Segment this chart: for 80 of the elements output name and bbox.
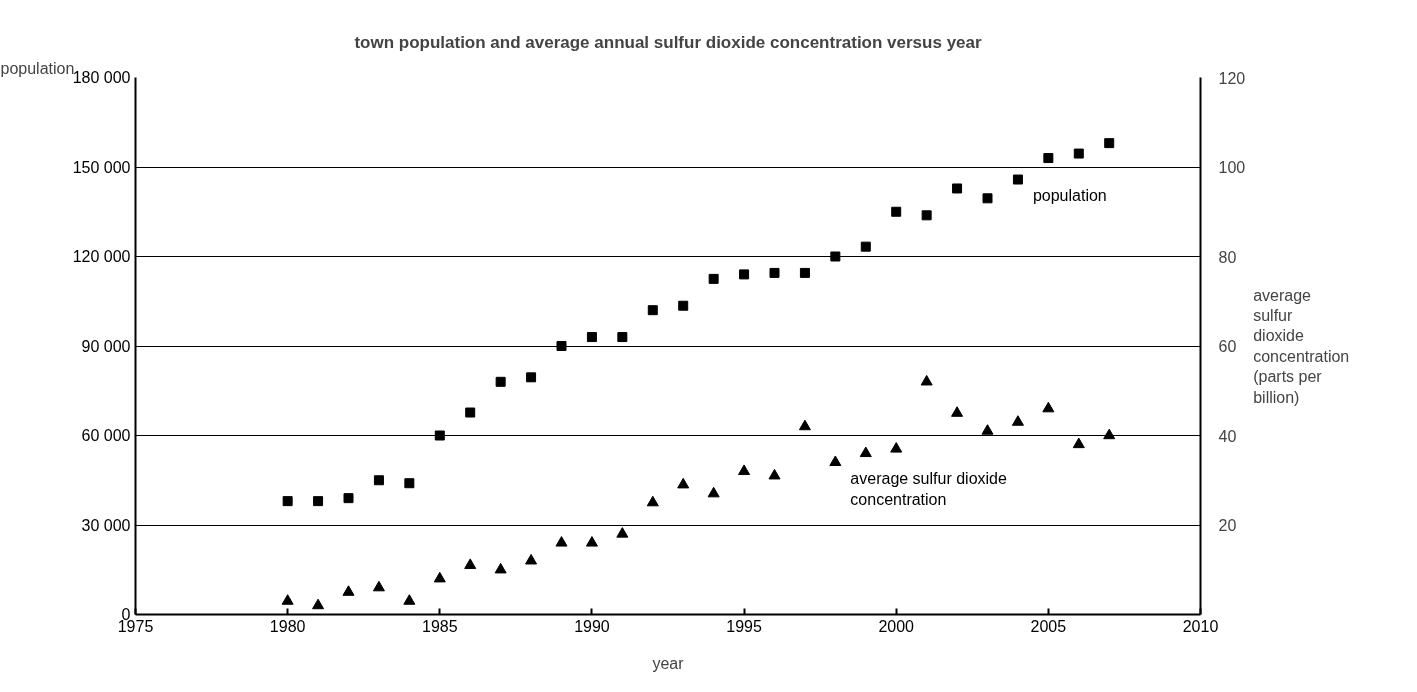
- y-tick-label: 120 000: [72, 248, 131, 265]
- point: [738, 464, 751, 475]
- point: [982, 193, 993, 204]
- y2-tick-label: 60: [1218, 338, 1237, 355]
- point: [1104, 138, 1115, 149]
- point: [343, 493, 354, 504]
- y2-tick-label: 80: [1218, 248, 1237, 266]
- point: [433, 571, 446, 583]
- y-tick-label: 60 000: [81, 427, 131, 444]
- x-axis-title: year: [652, 654, 685, 672]
- y2-tick-label: 120: [1218, 69, 1246, 87]
- point: [1072, 437, 1085, 449]
- x-tick-label: 1995: [726, 617, 762, 635]
- point: [282, 496, 293, 507]
- point: [1012, 174, 1023, 185]
- point: [678, 300, 689, 311]
- point: [617, 332, 628, 343]
- point: [434, 430, 445, 441]
- point: [647, 305, 658, 316]
- point: [373, 475, 384, 486]
- point: [830, 251, 841, 262]
- point: [768, 468, 781, 480]
- point: [798, 419, 811, 431]
- point: [829, 455, 842, 467]
- x-tick-label: 1990: [574, 617, 610, 635]
- point: [464, 558, 477, 569]
- point: [646, 495, 659, 507]
- point: [1043, 153, 1054, 164]
- point: [677, 477, 690, 489]
- y-axis-title: population: [0, 59, 75, 77]
- point: [555, 536, 568, 547]
- point: [981, 424, 994, 435]
- point: [921, 210, 932, 221]
- point: [708, 273, 719, 284]
- point: [951, 406, 964, 417]
- point: [707, 486, 720, 498]
- point: [859, 446, 872, 458]
- x-tick-label: 2000: [878, 617, 915, 635]
- point: [920, 374, 933, 386]
- point: [952, 183, 963, 194]
- point: [465, 407, 476, 418]
- series-label: average sulfur dioxide concentration: [850, 470, 1007, 508]
- point: [494, 562, 507, 574]
- chart-title: town population and average annual sulfur dioxide concentration versus year: [354, 32, 982, 52]
- point: [403, 594, 416, 605]
- point: [372, 580, 385, 592]
- point: [799, 267, 810, 278]
- point: [769, 267, 780, 278]
- x-tick-label: 1985: [421, 617, 458, 635]
- y-tick-label: 30 000: [81, 516, 131, 534]
- point: [342, 585, 355, 596]
- point: [616, 527, 629, 538]
- y2-tick-label: 20: [1218, 517, 1237, 534]
- point: [860, 241, 871, 252]
- point: [526, 372, 537, 383]
- series-label: population: [1032, 187, 1107, 205]
- point: [586, 332, 597, 343]
- point: [1011, 415, 1024, 426]
- y2-tick-label: 100: [1218, 159, 1246, 176]
- x-tick-label: 2010: [1182, 617, 1219, 635]
- y2-tick-label: 40: [1218, 427, 1237, 445]
- point: [1073, 148, 1084, 159]
- point: [891, 206, 902, 217]
- point: [739, 269, 750, 280]
- point: [313, 496, 324, 507]
- x-tick-label: 2005: [1030, 617, 1067, 635]
- y-tick-label: 150 000: [72, 158, 131, 176]
- point: [281, 594, 294, 605]
- point: [556, 341, 567, 351]
- y-tick-label: 90 000: [81, 337, 131, 355]
- y2-axis-title: average sulfur dioxide concentration (parts per billion): [1253, 286, 1350, 406]
- point: [585, 536, 598, 547]
- point: [495, 376, 506, 387]
- point: [312, 598, 325, 610]
- point: [404, 478, 415, 489]
- x-tick-label: 1980: [269, 617, 306, 635]
- point: [1042, 401, 1055, 413]
- point: [1103, 428, 1116, 440]
- point: [890, 442, 903, 453]
- point: [525, 553, 538, 565]
